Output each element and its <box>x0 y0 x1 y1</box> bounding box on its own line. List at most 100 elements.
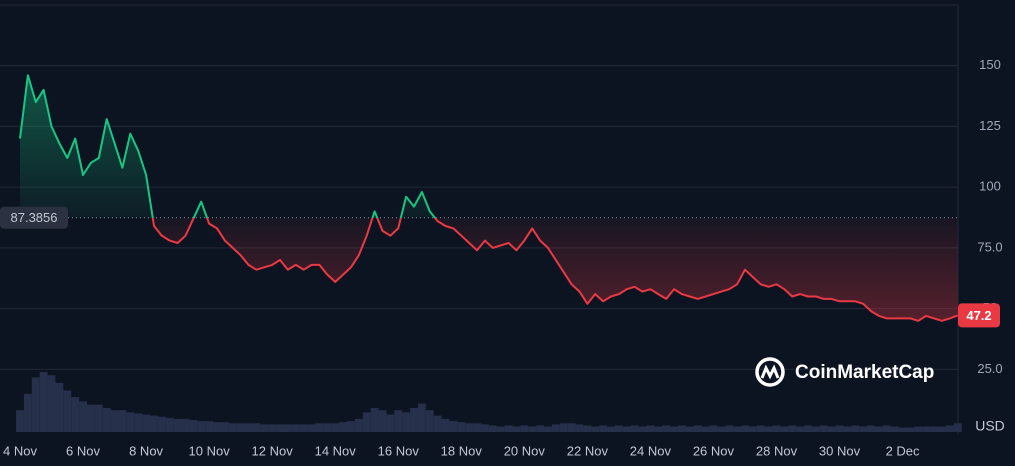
volume-bar <box>449 421 458 432</box>
volume-bar <box>882 425 891 432</box>
volume-bar <box>898 427 907 432</box>
volume-bar <box>890 426 899 432</box>
volume-bar <box>173 418 182 432</box>
volume-bar <box>906 427 915 432</box>
volume-bar <box>165 417 174 432</box>
volume-bar <box>772 425 781 432</box>
volume-bar <box>197 421 206 432</box>
volume-bar <box>780 426 789 432</box>
volume-bar <box>567 423 576 432</box>
volume-bar <box>370 408 379 432</box>
volume-bar <box>94 404 103 432</box>
volume-bar <box>276 424 284 432</box>
x-tick-label: 12 Nov <box>252 443 294 458</box>
volume-bar <box>788 425 797 432</box>
volume-bar <box>646 425 655 432</box>
volume-bar <box>945 425 954 432</box>
volume-bar <box>394 410 403 432</box>
x-tick-label: 16 Nov <box>378 443 420 458</box>
volume-bar <box>512 426 521 432</box>
volume-bar <box>339 422 348 432</box>
volume-bar <box>867 425 875 432</box>
volume-bar <box>347 421 355 432</box>
volume-bar <box>331 423 340 432</box>
volume-bar <box>536 425 545 432</box>
volume-bar <box>638 426 647 432</box>
volume-bar <box>55 382 64 432</box>
volume-bar <box>260 424 269 432</box>
volume-bar <box>31 377 40 432</box>
volume-bar <box>528 426 537 432</box>
x-tick-label: 8 Nov <box>129 443 163 458</box>
volume-bar <box>693 425 702 432</box>
volume-bar <box>134 413 143 432</box>
watermark-logo-mark <box>760 364 780 380</box>
volume-bar <box>236 423 245 432</box>
x-tick-label: 4 Nov <box>3 443 37 458</box>
x-tick-label: 14 Nov <box>315 443 357 458</box>
volume-bar <box>323 423 332 432</box>
volume-bar <box>630 425 639 432</box>
volume-bar <box>181 418 190 432</box>
last-price-box <box>958 303 1000 328</box>
volume-bar <box>228 423 237 432</box>
volume-bar <box>23 393 32 432</box>
volume-bar <box>86 404 95 432</box>
volume-bar <box>213 422 221 432</box>
x-tick-label: 6 Nov <box>66 443 100 458</box>
volume-bar <box>835 425 844 432</box>
volume-bar <box>725 425 734 432</box>
volume-bar <box>189 420 198 432</box>
volume-bar <box>465 423 474 432</box>
volume-bar <box>291 424 300 432</box>
y-tick-label: 100 <box>979 179 1001 194</box>
volume-bar <box>205 421 214 432</box>
y-tick-label: 25.0 <box>977 361 1002 376</box>
volume-bar <box>575 424 584 432</box>
volume-bar <box>544 426 552 432</box>
volume-bar <box>488 425 497 432</box>
volume-bar <box>417 403 426 432</box>
volume-bar <box>685 426 694 432</box>
volume-bar <box>110 410 119 432</box>
x-tick-label: 30 Nov <box>819 443 861 458</box>
volume-bar <box>559 423 568 432</box>
volume-bar <box>614 425 623 432</box>
volume-bar <box>654 426 663 432</box>
volume-bar <box>520 425 529 432</box>
volume-bar <box>914 426 923 432</box>
volume-bar <box>79 401 87 432</box>
x-tick-label: 2 Dec <box>886 443 920 458</box>
baseline-label-box <box>0 206 68 229</box>
y-tick-label: 150 <box>979 57 1001 72</box>
volume-bar <box>362 412 371 432</box>
volume-bar <box>220 422 229 432</box>
x-tick-label: 26 Nov <box>693 443 735 458</box>
volume-bar <box>804 425 812 432</box>
volume-bar <box>386 414 395 432</box>
y-tick-label: 125 <box>979 118 1001 133</box>
y-tick-label: 75.0 <box>977 239 1002 254</box>
volume-bar <box>930 426 939 432</box>
volume-bar <box>717 426 726 432</box>
volume-bar <box>504 425 513 432</box>
watermark-logo <box>755 357 785 387</box>
volume-bar <box>607 426 615 432</box>
volume-bar <box>599 425 608 432</box>
volume-bar <box>71 397 80 432</box>
x-tick-label: 10 Nov <box>189 443 231 458</box>
baseline-label: 87.3856 <box>11 210 58 225</box>
volume-bar <box>307 424 316 432</box>
volume-bar <box>150 415 158 432</box>
volume-bar <box>142 414 151 432</box>
price-line <box>19 74 959 322</box>
volume-bar <box>63 390 72 432</box>
volume-bar <box>354 418 363 432</box>
volume-bar <box>677 425 686 432</box>
volume-bar <box>402 412 411 432</box>
volume-bar <box>39 372 48 432</box>
x-tick-label: 20 Nov <box>504 443 546 458</box>
volume-bar <box>701 426 710 432</box>
